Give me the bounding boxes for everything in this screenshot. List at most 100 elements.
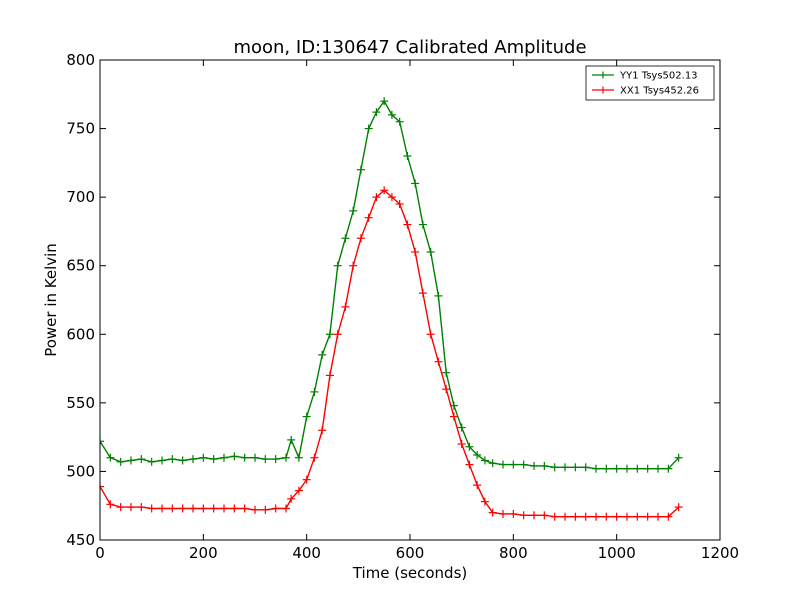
data-point — [442, 385, 451, 394]
data-point — [380, 97, 389, 106]
data-point — [318, 350, 327, 359]
data-point — [465, 442, 474, 451]
data-point — [612, 512, 621, 521]
data-point — [530, 511, 538, 520]
x-axis: 0 200 400 600 800 1000 1200 — [95, 60, 739, 562]
data-point — [550, 463, 559, 472]
y-axis-title: Power in Kelvin — [42, 243, 60, 357]
legend-label: YY1 Tsys502.13 — [619, 71, 698, 82]
data-point — [271, 455, 280, 464]
series-0 — [100, 97, 683, 473]
data-point — [302, 412, 311, 421]
data-point — [633, 512, 642, 521]
data-point — [434, 357, 443, 366]
data-point — [488, 459, 497, 468]
data-point — [240, 504, 249, 513]
data-point — [287, 494, 296, 503]
data-point — [540, 461, 549, 470]
data-point — [220, 504, 228, 513]
x-tick-label: 0 — [95, 544, 105, 562]
data-point — [380, 186, 389, 195]
data-point — [199, 504, 208, 513]
data-point — [434, 291, 443, 300]
y-tick-label: 650 — [66, 257, 95, 275]
data-point — [364, 124, 373, 133]
data-point — [654, 464, 662, 473]
data-point — [581, 512, 590, 521]
data-point — [127, 456, 135, 465]
x-axis-title: Time (seconds) — [352, 564, 468, 582]
legend-box — [585, 65, 715, 101]
data-point — [509, 460, 518, 469]
data-point — [349, 261, 358, 270]
y-tick-label: 800 — [66, 51, 95, 69]
data-point — [127, 503, 135, 512]
y-tick-label: 700 — [66, 188, 95, 206]
data-point — [372, 193, 381, 202]
data-point — [310, 387, 319, 396]
data-point — [519, 460, 528, 469]
data-point — [426, 248, 435, 256]
x-tick-label: 400 — [292, 544, 321, 562]
data-point — [287, 435, 296, 444]
data-point — [540, 511, 549, 520]
data-point — [411, 179, 420, 188]
data-point — [356, 234, 365, 243]
data-point — [387, 110, 396, 119]
data-point — [261, 455, 270, 464]
x-tick-label: 800 — [499, 544, 528, 562]
data-point — [168, 504, 177, 513]
y-axis: 450 500 550 600 650 700 750 800 — [66, 51, 720, 549]
data-point — [230, 452, 239, 461]
data-point — [189, 455, 197, 464]
data-point — [137, 455, 146, 464]
data-point — [341, 234, 350, 243]
data-point — [116, 457, 125, 466]
data-point — [571, 463, 580, 472]
data-point — [199, 453, 208, 462]
x-tick-label: 200 — [189, 544, 218, 562]
data-point — [403, 220, 412, 229]
data-point — [168, 455, 177, 464]
legend-label: XX1 Tsys452.26 — [620, 86, 699, 97]
data-point — [271, 504, 280, 513]
data-point — [457, 440, 466, 448]
data-point — [106, 500, 115, 509]
y-tick-label: 550 — [66, 394, 95, 412]
data-point — [418, 220, 427, 229]
y-tick-label: 450 — [66, 531, 95, 549]
series-line — [100, 189, 680, 518]
data-point — [623, 464, 631, 473]
data-point — [592, 512, 600, 521]
data-point — [488, 508, 497, 517]
data-point — [333, 261, 342, 270]
series-line — [100, 99, 680, 470]
data-point — [643, 464, 652, 473]
data-point — [581, 463, 590, 472]
data-point — [674, 503, 683, 512]
data-point — [230, 504, 239, 513]
data-point — [147, 457, 156, 466]
series-layer — [100, 97, 683, 521]
data-point — [519, 511, 528, 520]
data-point — [602, 464, 611, 473]
data-point — [387, 193, 396, 202]
data-point — [251, 505, 259, 514]
data-point — [530, 461, 538, 470]
x-tick-label: 1000 — [598, 544, 636, 562]
data-point — [654, 512, 662, 521]
data-point — [209, 455, 218, 464]
data-point — [592, 464, 600, 473]
data-point — [633, 464, 642, 473]
data-point — [449, 412, 458, 421]
data-point — [473, 450, 482, 459]
data-point — [465, 460, 474, 469]
data-point — [325, 371, 334, 380]
data-point — [116, 503, 125, 512]
data-point — [403, 152, 412, 160]
data-point — [509, 509, 518, 518]
legend: YY1 Tsys502.13 XX1 Tsys452.26 — [585, 65, 715, 101]
data-point — [325, 330, 334, 339]
data-point — [147, 504, 156, 513]
data-point — [395, 117, 404, 126]
